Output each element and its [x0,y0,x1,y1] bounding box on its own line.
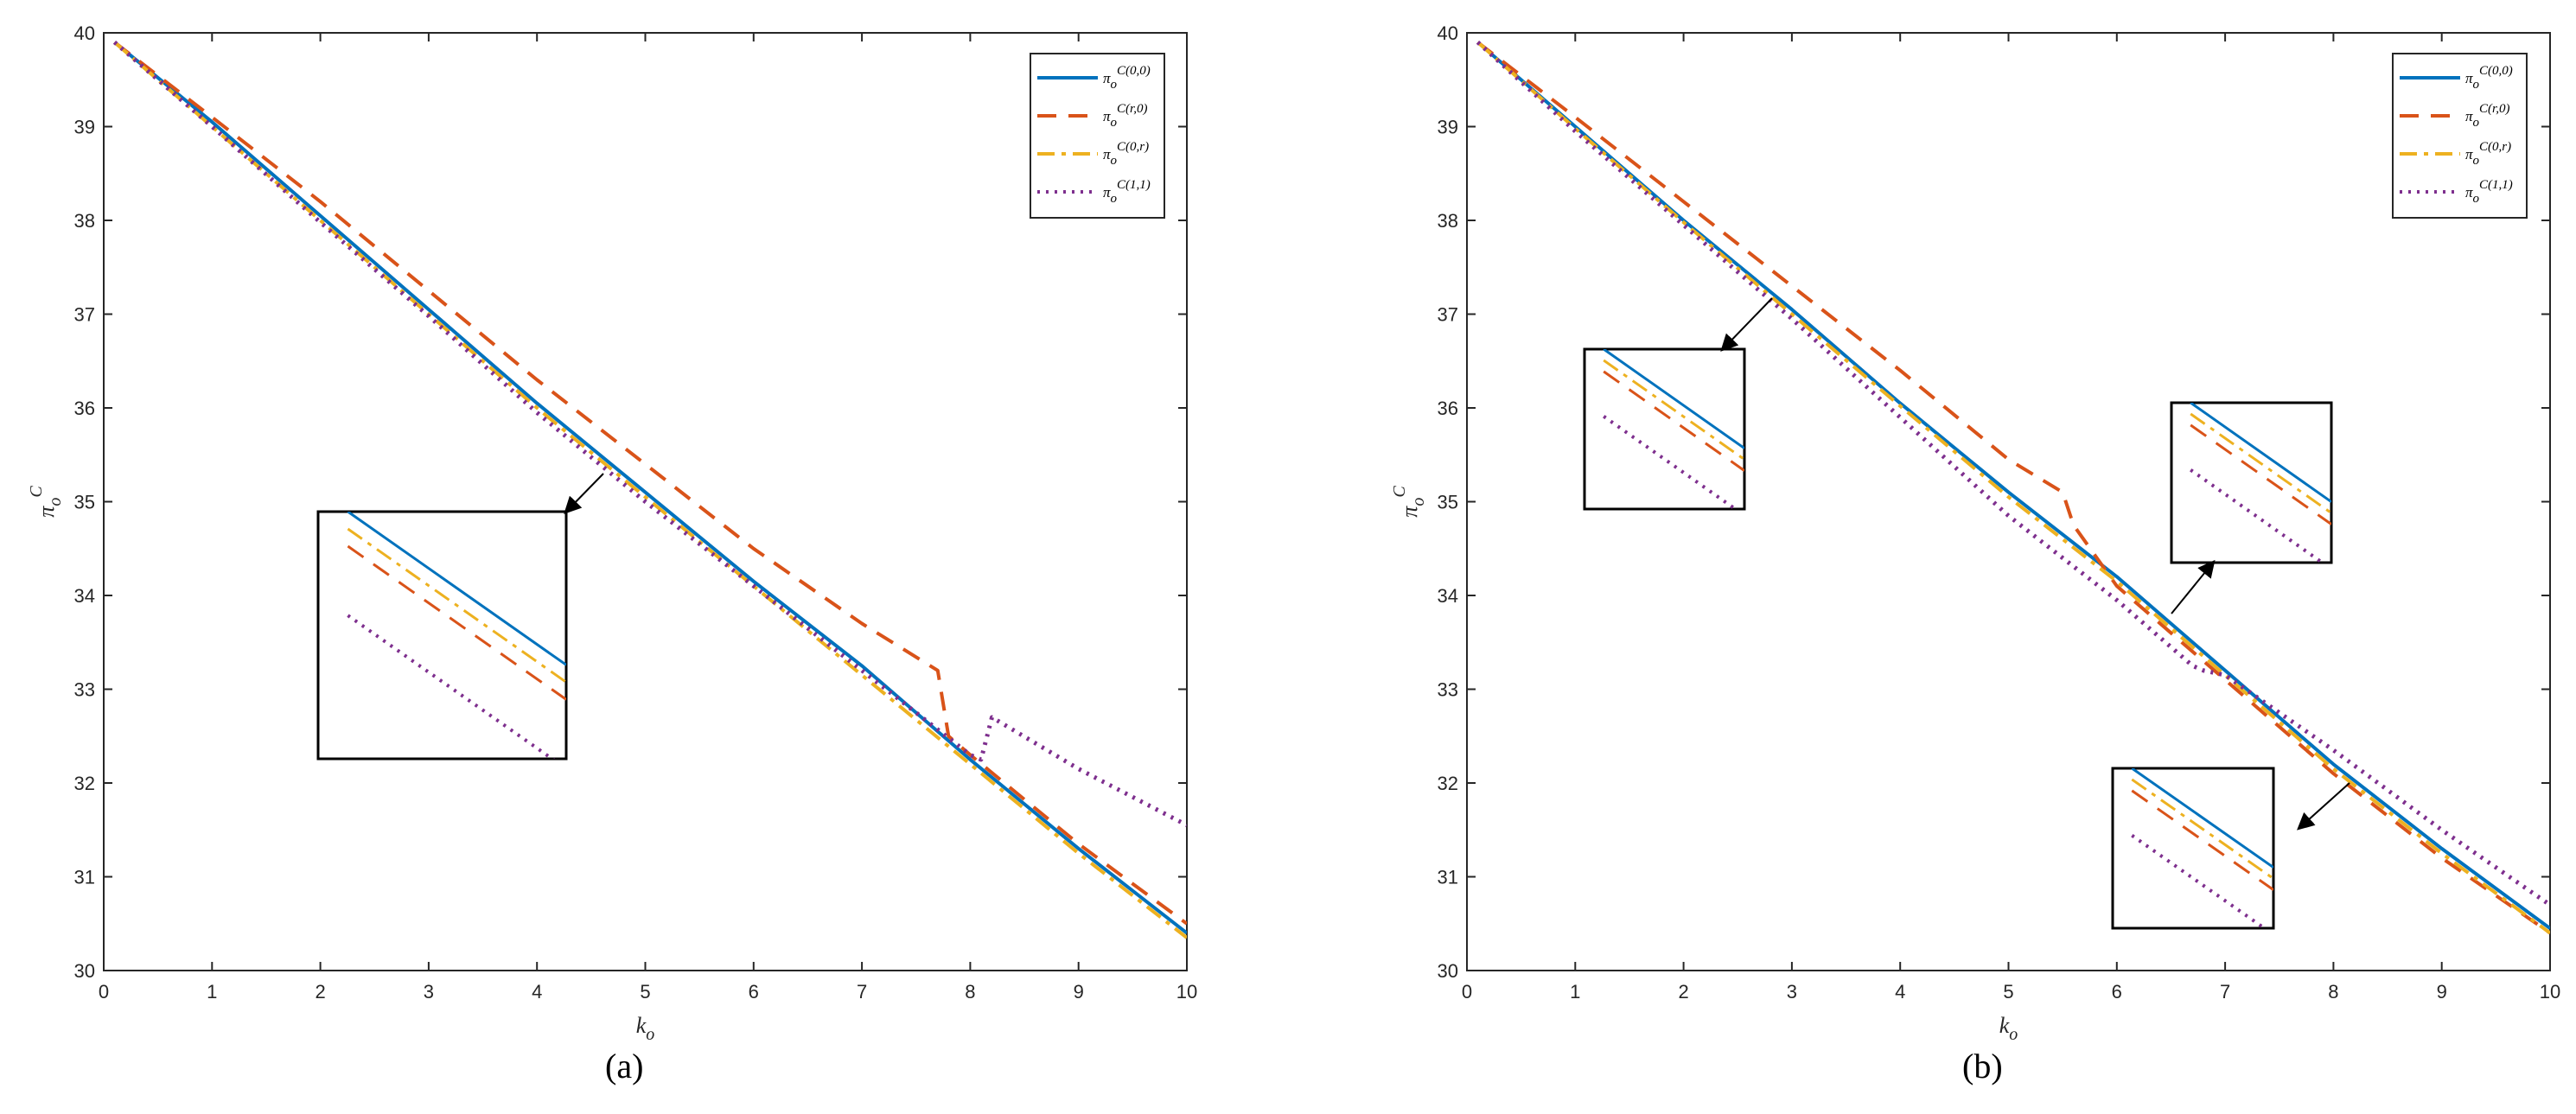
legend-label-1: πoC(r,0) [2465,102,2509,130]
x-axis-label: ko [636,1013,655,1044]
legend: πoC(0,0) πoC(r,0) πoC(0,r) πoC(1,1) [2392,53,2528,219]
inset-series-0 [347,512,566,666]
inset-frame [2111,767,2275,930]
x-tick-label: 7 [857,981,867,1003]
y-tick-label: 39 [74,117,95,138]
inset-series-0 [2190,403,2331,503]
y-tick-label: 33 [1438,679,1458,701]
panel-label-a: (a) [605,1047,644,1085]
x-tick-label: 9 [2437,981,2447,1003]
series-line-3 [1476,41,2550,907]
legend-label-1: πoC(r,0) [1103,102,1147,130]
y-tick-label: 37 [74,304,95,326]
x-tick-label: 2 [315,981,325,1003]
zoom-inset-2 [2111,767,2350,930]
y-tick-label: 31 [1438,867,1458,888]
x-tick-label: 6 [749,981,759,1003]
y-tick-label: 36 [74,398,95,419]
x-tick-label: 5 [2003,981,2013,1003]
y-tick-label: 33 [74,679,95,701]
inset-series-1 [2190,423,2331,525]
inset-series-2 [2131,778,2273,880]
inset-arrow [564,473,604,514]
x-tick-label: 8 [965,981,975,1003]
y-tick-label: 35 [1438,492,1458,513]
inset-arrow [2171,559,2216,614]
x-tick-label: 8 [2328,981,2338,1003]
zoom-inset-0 [1583,297,1773,511]
y-tick-label: 37 [1438,304,1458,326]
x-tick-label: 1 [1570,981,1580,1003]
x-tick-label: 9 [1074,981,1084,1003]
inset-series-2 [347,527,566,684]
inset-series-0 [1603,349,1744,449]
x-tick-label: 4 [1895,981,1905,1003]
y-tick-label: 40 [1438,22,1458,44]
inset-arrow [2297,782,2350,831]
x-axis-label: ko [1999,1013,2018,1044]
chart-panel-0: 0 1 2 3 4 5 6 7 8 9 103031323334353637383940koπoCπ… [27,22,1197,1044]
y-tick-label: 40 [74,22,95,44]
legend-label-0: πoC(0,0) [1103,64,1151,92]
inset-arrow [1720,297,1773,352]
zoom-inset-1 [2170,401,2333,614]
inset-frame [316,510,568,761]
inset-series-1 [1603,370,1744,472]
x-tick-label: 2 [1678,981,1688,1003]
series-line-0 [113,41,1187,935]
y-tick-label: 32 [74,773,95,794]
inset-frame [1583,347,1746,511]
y-tick-label: 34 [1438,585,1458,607]
legend-label-3: πoC(1,1) [2465,178,2513,206]
series-line-1 [1476,41,2550,935]
chart-panel-1: 0 1 2 3 4 5 6 7 8 9 103031323334353637383940koπoCπ… [1390,22,2560,1044]
legend: πoC(0,0) πoC(r,0) πoC(0,r) πoC(1,1) [1030,53,1165,219]
panel-label-b: (b) [1962,1047,2003,1085]
y-tick-label: 32 [1438,773,1458,794]
inset-series-3 [347,614,556,759]
y-axis-label: πoC [27,486,65,518]
x-tick-label: 7 [2220,981,2230,1003]
y-tick-label: 36 [1438,398,1458,419]
legend-label-0: πoC(0,0) [2465,64,2513,92]
x-tick-label: 6 [2112,981,2122,1003]
x-tick-label: 1 [207,981,217,1003]
x-tick-label: 5 [640,981,650,1003]
x-tick-label: 3 [424,981,434,1003]
y-tick-label: 38 [1438,210,1458,232]
inset-series-2 [2190,412,2331,514]
series-line-2 [113,41,1187,939]
y-tick-label: 35 [74,492,95,513]
y-tick-label: 30 [74,960,95,982]
legend-label-2: πoC(0,r) [2465,140,2511,168]
inset-series-1 [347,544,566,701]
x-tick-label: 10 [2540,981,2560,1003]
x-tick-label: 3 [1787,981,1797,1003]
y-tick-label: 30 [1438,960,1458,982]
legend-box [1030,53,1165,219]
legend-label-2: πoC(0,r) [1103,140,1149,168]
legend-label-3: πoC(1,1) [1103,178,1151,206]
x-tick-label: 0 [1462,981,1472,1003]
x-tick-label: 0 [99,981,109,1003]
y-tick-label: 31 [74,867,95,888]
inset-frame [2170,401,2333,564]
legend-box [2392,53,2528,219]
y-tick-label: 34 [74,585,95,607]
y-tick-label: 39 [1438,117,1458,138]
y-axis-label: πoC [1390,486,1428,518]
series-line-1 [113,41,1187,926]
series-line-3 [112,41,1187,828]
y-tick-label: 38 [74,210,95,232]
inset-series-0 [2131,768,2273,869]
zoom-inset-0 [316,473,604,761]
x-tick-label: 10 [1176,981,1197,1003]
inset-series-2 [1603,359,1744,461]
x-tick-label: 4 [532,981,542,1003]
